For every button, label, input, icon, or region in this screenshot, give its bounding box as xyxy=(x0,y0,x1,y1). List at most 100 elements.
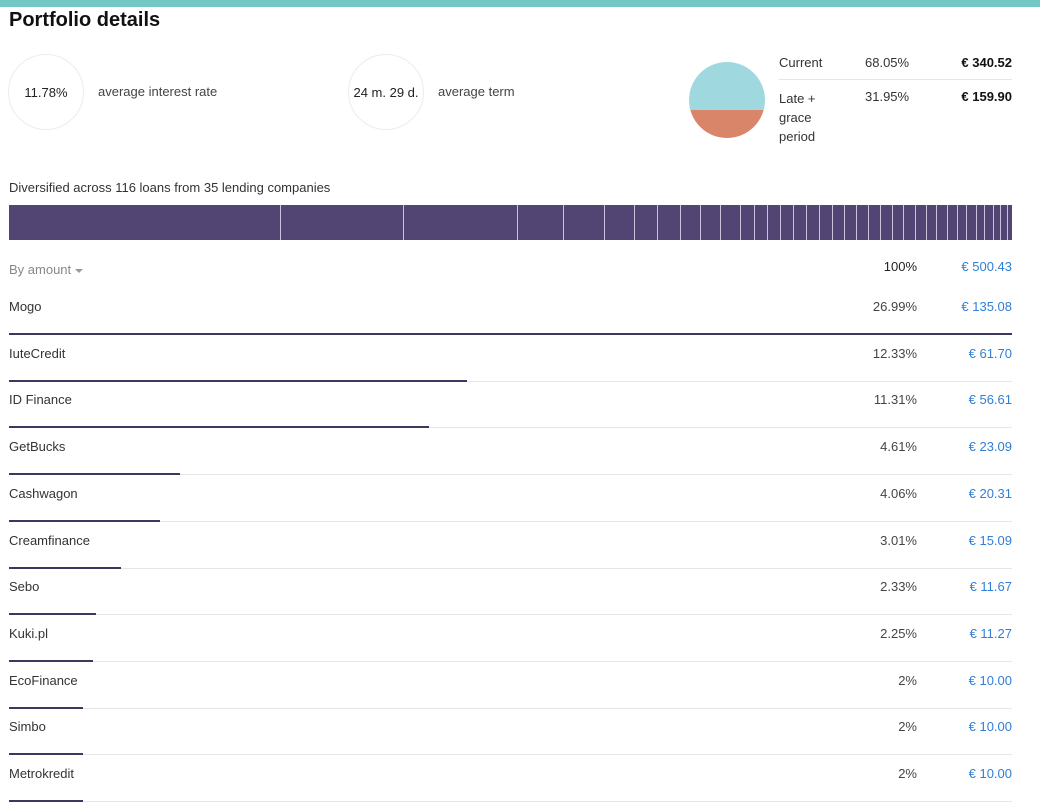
company-amount-link[interactable]: € 10.00 xyxy=(968,766,1012,781)
company-row[interactable]: Creamfinance 3.01% € 15.09 xyxy=(9,522,1012,569)
distribution-segment-divider xyxy=(634,205,635,240)
distribution-segment-divider xyxy=(1000,205,1001,240)
company-share-bar xyxy=(9,753,83,756)
company-share-percent: 2% xyxy=(898,719,917,735)
distribution-segment-divider xyxy=(892,205,893,240)
company-share-bar xyxy=(9,426,429,429)
distribution-segment-divider xyxy=(844,205,845,240)
term-value: 24 m. 29 d. xyxy=(353,84,419,100)
distribution-segment-divider xyxy=(915,205,916,240)
company-name: Metrokredit xyxy=(9,766,75,781)
total-percent: 100% xyxy=(883,259,917,274)
distribution-segment-divider xyxy=(280,205,281,240)
distribution-segment-divider xyxy=(1007,205,1008,240)
company-amount-link[interactable]: € 61.70 xyxy=(968,345,1012,361)
company-amount-link[interactable]: € 15.09 xyxy=(968,532,1012,548)
distribution-segment-divider xyxy=(903,205,904,240)
company-row[interactable]: Mogo 26.99% € 135.08 xyxy=(9,288,1012,335)
company-name: Creamfinance xyxy=(9,532,90,548)
company-name: Simbo xyxy=(9,719,46,735)
company-name: ID Finance xyxy=(9,392,72,408)
company-share-bar xyxy=(9,473,180,476)
company-name: GetBucks xyxy=(9,439,66,455)
term-label: average term xyxy=(438,84,515,99)
company-share-percent: 26.99% xyxy=(872,299,917,314)
company-share-bar xyxy=(9,613,96,616)
distribution-segment-divider xyxy=(957,205,958,240)
company-share-percent: 4.06% xyxy=(880,485,917,501)
company-distribution-bar[interactable] xyxy=(9,205,1012,240)
distribution-segment-divider xyxy=(780,205,781,240)
company-share-bar xyxy=(9,333,1012,335)
top-accent-bar xyxy=(0,0,1040,7)
distribution-segment-divider xyxy=(856,205,857,240)
distribution-segment-divider xyxy=(832,205,833,240)
company-row[interactable]: IuteCredit 12.33% € 61.70 xyxy=(9,335,1012,382)
legend-current-amount: € 340.52 xyxy=(961,55,1012,70)
legend-late-line: period xyxy=(779,129,816,144)
company-share-percent: 2% xyxy=(898,672,917,688)
distribution-segment-divider xyxy=(403,205,404,240)
distribution-segment-divider xyxy=(947,205,948,240)
legend-divider xyxy=(779,79,1012,80)
distribution-segment-divider xyxy=(966,205,967,240)
legend-late-label: Late + grace period xyxy=(779,89,816,146)
company-name: Kuki.pl xyxy=(9,625,49,641)
term-circle: 24 m. 29 d. xyxy=(348,54,424,130)
company-row[interactable]: GetBucks 4.61% € 23.09 xyxy=(9,428,1012,476)
company-row[interactable]: Kuki.pl 2.25% € 11.27 xyxy=(9,615,1012,662)
company-share-percent: 2.25% xyxy=(880,625,917,641)
status-pie-chart xyxy=(689,62,765,138)
company-name: EcoFinance xyxy=(9,672,78,688)
distribution-segment-divider xyxy=(880,205,881,240)
distribution-segment-divider xyxy=(657,205,658,240)
diversification-text: Diversified across 116 loans from 35 len… xyxy=(9,180,331,195)
distribution-segment-divider xyxy=(936,205,937,240)
legend-current-pct: 68.05% xyxy=(865,55,910,70)
company-row[interactable]: EcoFinance 2% € 10.00 xyxy=(9,662,1012,709)
company-name: IuteCredit xyxy=(9,345,66,361)
company-amount-link[interactable]: € 10.00 xyxy=(968,719,1012,735)
company-amount-link[interactable]: € 135.08 xyxy=(961,299,1012,314)
company-row[interactable]: Simbo 2% € 10.00 xyxy=(9,708,1012,756)
distribution-segment-divider xyxy=(563,205,564,240)
sort-dropdown[interactable]: By amount xyxy=(9,262,84,277)
company-share-bar xyxy=(9,706,83,709)
company-name: Cashwagon xyxy=(9,485,78,501)
total-amount: € 500.43 xyxy=(961,259,1012,274)
company-amount-link[interactable]: € 56.61 xyxy=(968,392,1012,408)
distribution-segment-divider xyxy=(819,205,820,240)
page-title: Portfolio details xyxy=(9,9,161,31)
distribution-segment-divider xyxy=(767,205,768,240)
company-amount-link[interactable]: € 20.31 xyxy=(968,485,1012,501)
company-share-percent: 4.61% xyxy=(880,439,917,455)
company-share-percent: 3.01% xyxy=(880,532,917,548)
interest-rate-circle: 11.78% xyxy=(8,54,84,130)
company-row[interactable]: Sebo 2.33% € 11.67 xyxy=(9,568,1012,616)
distribution-segment-divider xyxy=(754,205,755,240)
company-amount-link[interactable]: € 10.00 xyxy=(968,672,1012,688)
company-row[interactable]: Cashwagon 4.06% € 20.31 xyxy=(9,475,1012,522)
distribution-segment-divider xyxy=(793,205,794,240)
legend-current-label: Current xyxy=(779,55,823,70)
legend-late-pct: 31.95% xyxy=(865,89,910,104)
legend-late-line: Late + xyxy=(779,91,816,106)
company-name: Sebo xyxy=(9,579,40,595)
company-amount-link[interactable]: € 23.09 xyxy=(968,439,1012,455)
caret-down-icon xyxy=(75,268,84,273)
distribution-segment-divider xyxy=(976,205,977,240)
interest-rate-label: average interest rate xyxy=(98,84,218,99)
sort-dropdown-label: By amount xyxy=(9,262,72,277)
company-share-bar xyxy=(9,566,121,569)
company-amount-link[interactable]: € 11.67 xyxy=(969,579,1012,595)
company-share-bar xyxy=(9,519,160,522)
legend-late-amount: € 159.90 xyxy=(961,89,1012,104)
distribution-segment-divider xyxy=(984,205,985,240)
company-share-percent: 11.31% xyxy=(873,392,917,408)
distribution-segment-divider xyxy=(926,205,927,240)
company-share-percent: 12.33% xyxy=(872,345,917,361)
legend-late-line: grace xyxy=(779,110,812,125)
company-amount-link[interactable]: € 11.27 xyxy=(969,625,1012,641)
company-row[interactable]: ID Finance 11.31% € 56.61 xyxy=(9,381,1012,429)
company-row[interactable]: Metrokredit 2% € 10.00 xyxy=(9,755,1012,802)
